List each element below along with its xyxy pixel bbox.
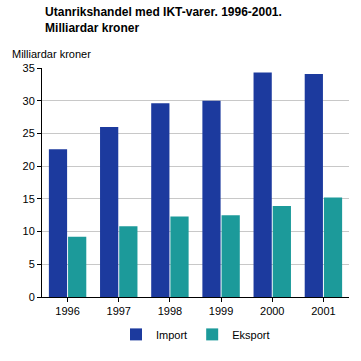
svg-text:30: 30 [23,95,35,107]
svg-text:25: 25 [23,127,35,139]
svg-text:20: 20 [23,160,35,172]
svg-text:2000: 2000 [260,305,284,317]
svg-text:1996: 1996 [55,305,79,317]
svg-text:0: 0 [29,291,35,303]
svg-text:15: 15 [23,193,35,205]
svg-text:Eksport: Eksport [232,329,269,341]
svg-text:1997: 1997 [107,305,131,317]
svg-text:Utanrikshandel med IKT-varer.: Utanrikshandel med IKT-varer. 1996-2001.… [45,5,282,35]
svg-text:10: 10 [23,225,35,237]
svg-text:1998: 1998 [158,305,182,317]
svg-text:35: 35 [23,62,35,74]
svg-text:Milliardar kroner: Milliardar kroner [12,48,91,60]
svg-text:2001: 2001 [311,305,335,317]
svg-text:Import: Import [156,329,187,341]
svg-text:1999: 1999 [209,305,233,317]
svg-text:5: 5 [29,258,35,270]
